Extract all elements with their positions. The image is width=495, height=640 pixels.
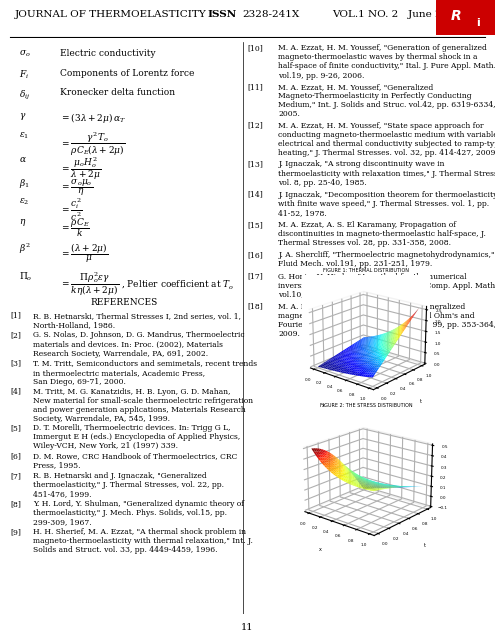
- Y-axis label: t: t: [420, 399, 422, 404]
- Text: [14]: [14]: [248, 191, 263, 198]
- Text: 11: 11: [241, 623, 254, 632]
- Text: $\Pi_o$: $\Pi_o$: [19, 271, 33, 284]
- Text: $= \dfrac{\sigma_o \mu_o}{\eta}$: $= \dfrac{\sigma_o \mu_o}{\eta}$: [60, 177, 93, 198]
- Text: M. A. Ezzat, E. S. Awad, "Micropolar generalized
magneto-thermoelasticity with m: M. A. Ezzat, E. S. Awad, "Micropolar gen…: [278, 303, 495, 339]
- Text: $\eta$: $\eta$: [19, 216, 26, 228]
- Text: [9]: [9]: [10, 528, 21, 536]
- Text: D. M. Rowe, CRC Handbook of Thermoelectrics, CRC
Press, 1995.: D. M. Rowe, CRC Handbook of Thermoelectr…: [33, 452, 237, 469]
- Text: $= \dfrac{\mu_o H_o^2}{\lambda + 2\mu}$: $= \dfrac{\mu_o H_o^2}{\lambda + 2\mu}$: [60, 155, 101, 182]
- Title: FIGURE 1: THERMAL DISTRIBUTION: FIGURE 1: THERMAL DISTRIBUTION: [323, 268, 409, 273]
- Text: $= \dfrac{\rho C_E}{k}$: $= \dfrac{\rho C_E}{k}$: [60, 216, 90, 239]
- Text: M. A. Ezzat, H. M. Youssef, "Generation of generalized
magneto-thermoelastic wav: M. A. Ezzat, H. M. Youssef, "Generation …: [278, 44, 495, 79]
- Text: [16]: [16]: [248, 251, 263, 259]
- Text: M. A. Ezzat, H. M. Youssef, "State space approach for
conducting magneto-thermoe: M. A. Ezzat, H. M. Youssef, "State space…: [278, 122, 495, 157]
- Text: [2]: [2]: [10, 332, 21, 339]
- X-axis label: x: x: [319, 547, 322, 552]
- Text: VOL.1 NO. 2   June 2013: VOL.1 NO. 2 June 2013: [332, 10, 461, 19]
- Text: D. T. Morelli, Thermoelectric devices. In: Trigg G L,
Immergut E H (eds.) Encycl: D. T. Morelli, Thermoelectric devices. I…: [33, 424, 240, 451]
- Text: $\alpha$: $\alpha$: [19, 155, 27, 164]
- Text: $\beta^2$: $\beta^2$: [19, 241, 31, 255]
- Text: $= (3\lambda + 2\mu)\,\alpha_T$: $= (3\lambda + 2\mu)\,\alpha_T$: [60, 111, 126, 125]
- Text: $\varepsilon_2$: $\varepsilon_2$: [19, 197, 29, 207]
- Text: $= \dfrac{\gamma^2 T_o}{\rho C_E (\lambda + 2\mu)}$: $= \dfrac{\gamma^2 T_o}{\rho C_E (\lambd…: [60, 131, 125, 157]
- Text: Y. H. Lord, Y. Shulman, "Generalized dynamic theory of
thermoelasticity," J. Mec: Y. H. Lord, Y. Shulman, "Generalized dyn…: [33, 500, 244, 526]
- Text: i: i: [477, 18, 480, 28]
- Text: [3]: [3]: [10, 360, 21, 367]
- Title: FIGURE 2: THE STRESS DISTRIBUTION: FIGURE 2: THE STRESS DISTRIBUTION: [320, 403, 413, 408]
- Text: Electric conductivity: Electric conductivity: [60, 49, 155, 58]
- Text: $= \dfrac{\Pi \rho_o^2 \varepsilon \gamma}{k\eta(\lambda + 2\mu)}$ , Peltier coe: $= \dfrac{\Pi \rho_o^2 \varepsilon \gamm…: [60, 271, 234, 298]
- Text: [17]: [17]: [248, 273, 263, 280]
- Text: [11]: [11]: [248, 83, 263, 91]
- Text: [6]: [6]: [10, 452, 21, 460]
- Text: $\sigma_o$: $\sigma_o$: [19, 49, 31, 60]
- Text: $= \dfrac{(\lambda + 2\mu)}{\mu}$: $= \dfrac{(\lambda + 2\mu)}{\mu}$: [60, 241, 108, 265]
- Text: M. A. Ezzat, A. S. El Karamany, Propagation of
discontinuities in magneto-thermo: M. A. Ezzat, A. S. El Karamany, Propagat…: [278, 221, 486, 247]
- Text: [13]: [13]: [248, 161, 263, 168]
- Text: J. Ignaczak, "Decomposition theorem for thermoelasticity
with finite wave speed,: J. Ignaczak, "Decomposition theorem for …: [278, 191, 495, 217]
- Text: H. H. Sherief, M. A. Ezzat, "A thermal shock problem in
magneto-thermoelasticity: H. H. Sherief, M. A. Ezzat, "A thermal s…: [33, 528, 252, 554]
- Text: R. B. Hetnarski and J. Ignaczak, "Generalized
thermoelasticity," J. Thermal Stre: R. B. Hetnarski and J. Ignaczak, "Genera…: [33, 472, 224, 499]
- Text: ISSN: ISSN: [208, 10, 237, 19]
- Text: M. Tritt, M. G. Kanatzidis, H. B. Lyon, G. D. Mahan,
New material for small-scal: M. Tritt, M. G. Kanatzidis, H. B. Lyon, …: [33, 388, 253, 423]
- Text: T. M. Tritt, Semiconductors and semimetals, recent trends
in thermoelectric mate: T. M. Tritt, Semiconductors and semimeta…: [33, 360, 257, 386]
- Text: R. B. Hetnarski, Thermal Stresses I, 2nd series, vol. 1,
North-Holland, 1986.: R. B. Hetnarski, Thermal Stresses I, 2nd…: [33, 312, 241, 329]
- Text: G. S. Nolas, D. Johnson, D. G. Mandrus, Thermoelectric
materials and devices. In: G. S. Nolas, D. Johnson, D. G. Mandrus, …: [33, 332, 245, 358]
- Text: J. Ignaczak, "A strong discontinuity wave in
thermoelasticity with relaxation ti: J. Ignaczak, "A strong discontinuity wav…: [278, 161, 495, 187]
- Text: $= \dfrac{c_i^2}{c^2}$: $= \dfrac{c_i^2}{c^2}$: [60, 197, 83, 223]
- Text: JOURNAL OF THERMOELASTICITY: JOURNAL OF THERMOELASTICITY: [15, 10, 206, 19]
- Text: $\gamma$: $\gamma$: [19, 111, 26, 122]
- Text: REFERENCES: REFERENCES: [90, 298, 157, 307]
- Text: $\varepsilon_1$: $\varepsilon_1$: [19, 131, 29, 141]
- Text: [10]: [10]: [248, 44, 263, 52]
- Y-axis label: t: t: [423, 543, 425, 548]
- Text: G. Honig, U. Hirdes, "A method for the numerical
inversion of the Laplace transf: G. Honig, U. Hirdes, "A method for the n…: [278, 273, 495, 299]
- Text: [5]: [5]: [10, 424, 21, 432]
- Text: $F_i$: $F_i$: [19, 68, 29, 81]
- Text: [8]: [8]: [10, 500, 21, 508]
- Text: $\beta_1$: $\beta_1$: [19, 177, 30, 190]
- X-axis label: x: x: [322, 403, 324, 408]
- Text: R: R: [451, 9, 462, 23]
- Text: [12]: [12]: [248, 122, 263, 130]
- Text: Kronecker delta function: Kronecker delta function: [60, 88, 175, 97]
- Text: [7]: [7]: [10, 472, 21, 480]
- Text: [1]: [1]: [10, 312, 21, 319]
- Text: J. A. Shercliff, "Thermoelectric magnetohydrodynamics," J.
Fluid Mech. vol.191, : J. A. Shercliff, "Thermoelectric magneto…: [278, 251, 495, 268]
- Text: 2328-241X: 2328-241X: [243, 10, 300, 19]
- Text: [15]: [15]: [248, 221, 263, 229]
- Text: Components of Lorentz force: Components of Lorentz force: [60, 68, 195, 77]
- Text: [18]: [18]: [248, 303, 263, 311]
- Text: [4]: [4]: [10, 388, 21, 396]
- Text: M. A. Ezzat, H. M. Youssef, "Generalized
Magneto-Thermoelasticity in Perfectly C: M. A. Ezzat, H. M. Youssef, "Generalized…: [278, 83, 495, 118]
- Text: $\delta_{ij}$: $\delta_{ij}$: [19, 88, 30, 102]
